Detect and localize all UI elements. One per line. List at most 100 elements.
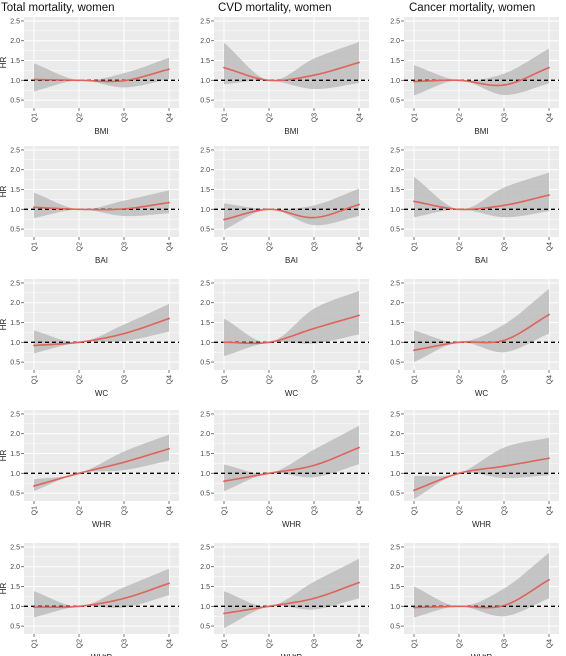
panel-3-2: 0.5 1.0 1.5 2.0 2.5 Q1 Q2 Q3 Q4 WC bbox=[200, 279, 369, 398]
x-tick-label: Q2 bbox=[267, 375, 274, 384]
x-tick-label: Q4 bbox=[357, 375, 364, 384]
y-tick-label: 1.0 bbox=[10, 471, 20, 478]
hr-point-q4 bbox=[168, 68, 170, 71]
hr-point-q1 bbox=[413, 80, 415, 83]
panel-4-2: 0.5 1.0 1.5 2.0 2.5 Q1 Q2 Q3 Q4 WHR bbox=[200, 410, 369, 529]
hr-point-q1 bbox=[413, 606, 415, 609]
y-tick-label: 1.0 bbox=[200, 207, 210, 214]
x-tick-label: Q1 bbox=[32, 113, 39, 122]
x-tick-label: Q4 bbox=[547, 639, 554, 648]
y-tick-label: 2.5 bbox=[390, 411, 400, 418]
hr-point-q4 bbox=[168, 582, 170, 585]
x-axis-label: WHR bbox=[472, 520, 491, 529]
y-tick-label: 2.5 bbox=[390, 147, 400, 154]
y-tick-label: 1.0 bbox=[10, 340, 20, 347]
hr-point-q1 bbox=[33, 606, 35, 608]
x-tick-label: Q3 bbox=[502, 506, 509, 515]
x-axis-label: WHR bbox=[92, 520, 111, 529]
y-tick-label: 1.0 bbox=[10, 207, 20, 214]
confidence-band bbox=[224, 290, 359, 357]
hr-point-q2 bbox=[458, 472, 460, 475]
y-tick-label: 2.5 bbox=[200, 544, 210, 551]
y-tick-label: 2.0 bbox=[390, 300, 400, 307]
hr-point-q1 bbox=[413, 349, 415, 352]
hr-point-q4 bbox=[168, 201, 170, 204]
hr-point-q1 bbox=[223, 218, 225, 221]
confidence-band bbox=[414, 437, 549, 500]
y-tick-label: 2.0 bbox=[10, 431, 20, 438]
y-tick-label: 0.5 bbox=[390, 624, 400, 631]
y-tick-label: 2.5 bbox=[10, 411, 20, 418]
x-tick-label: Q1 bbox=[412, 113, 419, 122]
x-tick-label: Q2 bbox=[457, 113, 464, 122]
hr-series-line bbox=[33, 582, 170, 608]
y-tick-label: 1.0 bbox=[390, 340, 400, 347]
hr-point-q1 bbox=[413, 200, 415, 203]
x-tick-label: Q3 bbox=[122, 639, 129, 648]
y-tick-label: 2.0 bbox=[10, 300, 20, 307]
y-tick-label: 0.5 bbox=[200, 491, 210, 498]
y-tick-label: 1.5 bbox=[200, 584, 210, 591]
panel-2-3: 0.5 1.0 1.5 2.0 2.5 Q1 Q2 Q3 Q4 BAI bbox=[390, 146, 559, 265]
y-tick-label: 0.5 bbox=[200, 227, 210, 234]
hr-series-line bbox=[413, 313, 550, 352]
hr-point-q2 bbox=[78, 472, 80, 475]
x-axis-label: BMI bbox=[284, 127, 298, 136]
hr-point-q3 bbox=[313, 216, 315, 219]
x-tick-label: Q4 bbox=[547, 506, 554, 515]
hr-series-line bbox=[33, 68, 170, 83]
x-tick-label: Q1 bbox=[222, 506, 229, 515]
hr-series-line bbox=[33, 201, 170, 211]
y-tick-label: 2.0 bbox=[200, 38, 210, 45]
hr-point-q3 bbox=[313, 597, 315, 600]
hr-point-q1 bbox=[223, 612, 225, 615]
x-axis-label: BMI bbox=[94, 127, 108, 136]
y-tick-label: 2.5 bbox=[10, 280, 20, 287]
x-tick-label: Q2 bbox=[267, 506, 274, 515]
x-tick-label: Q3 bbox=[312, 242, 319, 251]
y-tick-label: 0.5 bbox=[10, 360, 20, 367]
hr-point-q4 bbox=[548, 66, 550, 69]
y-tick-label: 2.5 bbox=[390, 280, 400, 287]
y-tick-label: 2.0 bbox=[390, 38, 400, 45]
x-tick-label: Q4 bbox=[167, 113, 174, 122]
y-tick-label: 1.5 bbox=[390, 187, 400, 194]
x-tick-label: Q3 bbox=[502, 639, 509, 648]
y-tick-label: 2.5 bbox=[390, 18, 400, 25]
hr-point-q1 bbox=[223, 341, 225, 344]
x-tick-label: Q3 bbox=[122, 242, 129, 251]
panel-3-1: 0.5 1.0 1.5 2.0 2.5 Q1 Q2 Q3 Q4 HR WC bbox=[0, 279, 179, 398]
x-tick-label: Q2 bbox=[267, 639, 274, 648]
panel-grid: 0.5 1.0 1.5 2.0 2.5 Q1 Q2 Q3 Q4 HR BMI 0.5 1.0 1.5 2.0… bbox=[0, 17, 559, 656]
y-tick-label: 2.5 bbox=[390, 544, 400, 551]
x-axis-label: WC bbox=[285, 389, 299, 398]
hr-point-q2 bbox=[78, 208, 80, 211]
hr-point-q2 bbox=[78, 341, 80, 344]
x-tick-label: Q3 bbox=[122, 375, 129, 384]
hr-point-q3 bbox=[503, 604, 505, 607]
x-tick-label: Q4 bbox=[167, 639, 174, 648]
x-tick-label: Q4 bbox=[167, 375, 174, 384]
hr-point-q2 bbox=[458, 208, 460, 211]
y-tick-label: 0.5 bbox=[10, 227, 20, 234]
hr-point-q4 bbox=[548, 313, 550, 316]
hr-series-line bbox=[223, 446, 360, 483]
y-tick-label: 0.5 bbox=[200, 624, 210, 631]
y-tick-label: 1.5 bbox=[390, 451, 400, 458]
y-tick-label: 2.0 bbox=[200, 564, 210, 571]
x-tick-label: Q3 bbox=[502, 375, 509, 384]
hr-point-q3 bbox=[503, 204, 505, 207]
hr-point-q3 bbox=[123, 461, 125, 464]
y-tick-label: 0.5 bbox=[10, 98, 20, 105]
y-tick-label: 1.0 bbox=[390, 207, 400, 214]
hr-point-q1 bbox=[223, 66, 225, 69]
y-tick-label: 1.0 bbox=[390, 78, 400, 85]
hr-point-q2 bbox=[268, 79, 270, 82]
hr-point-q3 bbox=[123, 79, 125, 82]
x-axis-label: WHtR bbox=[281, 653, 303, 656]
plot-background bbox=[24, 146, 179, 237]
hr-point-q4 bbox=[358, 446, 360, 449]
confidence-band bbox=[224, 41, 359, 90]
hr-point-q3 bbox=[503, 339, 505, 342]
